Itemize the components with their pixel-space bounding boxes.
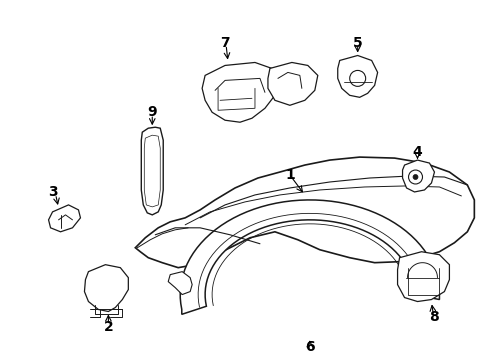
Polygon shape (141, 127, 163, 215)
Text: 2: 2 (103, 320, 113, 334)
Polygon shape (403, 160, 435, 192)
Polygon shape (135, 157, 474, 268)
Polygon shape (268, 62, 318, 105)
Text: 6: 6 (305, 340, 315, 354)
Circle shape (413, 175, 418, 180)
Polygon shape (168, 272, 192, 294)
Polygon shape (397, 252, 449, 302)
Text: 4: 4 (413, 145, 422, 159)
Polygon shape (84, 265, 128, 311)
Text: 8: 8 (430, 310, 440, 324)
Text: 3: 3 (48, 185, 57, 199)
Text: 7: 7 (220, 36, 230, 50)
Text: 9: 9 (147, 105, 157, 119)
Text: 1: 1 (285, 168, 295, 182)
Polygon shape (180, 200, 440, 314)
Text: 5: 5 (353, 36, 363, 50)
Polygon shape (49, 205, 80, 232)
Polygon shape (202, 62, 278, 122)
Polygon shape (419, 270, 447, 292)
Polygon shape (338, 55, 378, 97)
